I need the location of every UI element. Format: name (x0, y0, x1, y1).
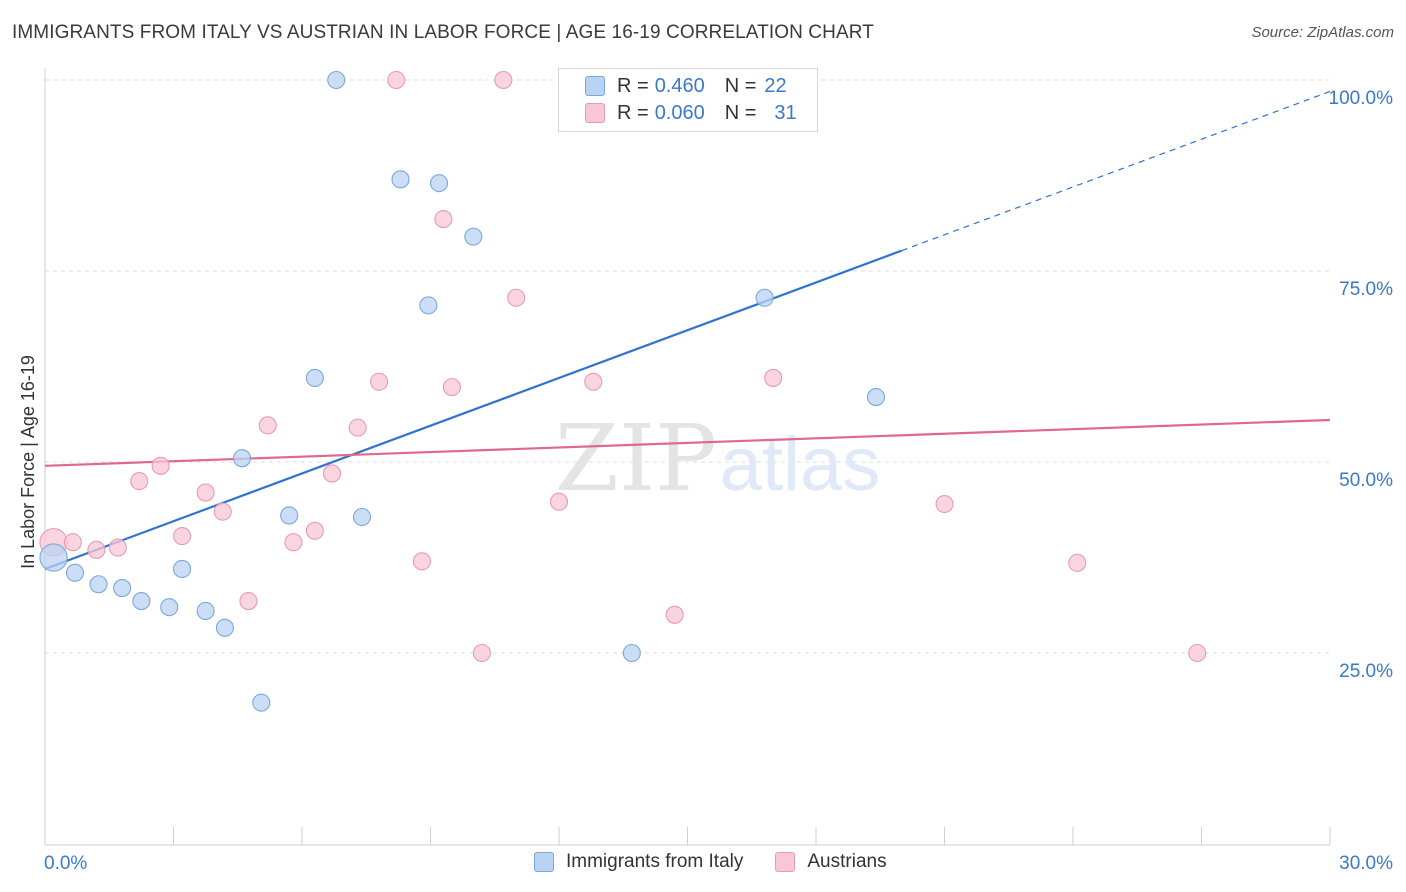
data-point-austrians (213, 502, 232, 521)
data-point-italy (391, 170, 410, 189)
data-point-italy (430, 174, 449, 193)
watermark: ZIP atlas (555, 405, 880, 512)
data-point-italy (113, 579, 132, 598)
legend-r-value: 0.060 (654, 101, 705, 124)
x-tick-label-max: 30.0% (1339, 853, 1393, 874)
series-label-italy: Immigrants from Italy (566, 851, 744, 872)
data-point-austrians (442, 378, 461, 397)
legend-n-label: N = (724, 74, 757, 97)
grid-lines (45, 79, 1330, 654)
data-point-italy (160, 598, 179, 617)
series-swatch-blue (534, 852, 554, 872)
series-label-austrians: Austrians (807, 851, 887, 872)
data-point-austrians (387, 70, 406, 90)
data-point-italy (280, 506, 299, 525)
data-point-austrians (584, 372, 603, 391)
data-point-italy (232, 449, 252, 468)
series-legend: Immigrants from Italy Austrians (534, 851, 919, 873)
legend-row-austrians: R = 0.060 N = 31 (585, 100, 797, 126)
data-point-austrians (173, 527, 192, 546)
trend-line-austrians (44, 418, 1331, 467)
data-point-austrians (108, 538, 127, 557)
y-tick-label: 25.0% (1339, 661, 1393, 682)
data-point-austrians (764, 368, 783, 388)
data-point-austrians (494, 70, 513, 90)
data-point-italy (132, 591, 151, 611)
data-point-austrians (305, 521, 324, 540)
y-axis-title: In Labor Force | Age 16-19 (18, 355, 38, 569)
series-legend-italy[interactable]: Immigrants from Italy (534, 851, 743, 873)
legend-swatch-pink (585, 103, 605, 123)
watermark-zip: ZIP (555, 405, 717, 512)
series-legend-austrians[interactable]: Austrians (775, 851, 887, 873)
data-point-austrians (472, 643, 491, 663)
data-point-austrians (1068, 553, 1087, 572)
data-point-austrians (284, 533, 303, 552)
watermark-atlas: atlas (720, 422, 881, 507)
data-point-austrians (63, 533, 82, 552)
data-point-italy (622, 643, 641, 663)
data-point-austrians (322, 464, 342, 483)
data-point-austrians (1188, 643, 1207, 663)
data-point-italy (352, 507, 372, 527)
data-point-italy (305, 368, 324, 388)
data-point-italy (464, 227, 483, 246)
data-point-italy (215, 618, 234, 637)
legend-n-label: N = (724, 101, 757, 124)
y-tick-label: 75.0% (1339, 279, 1393, 300)
data-point-italy (39, 543, 68, 572)
legend-r-label: R = (617, 74, 649, 97)
legend-row-italy: R = 0.460 N = 22 (585, 73, 787, 99)
legend-r-value: 0.460 (654, 74, 705, 97)
axis-labels: 25.0% 50.0% 75.0% 100.0% 0.0% 30.0% In Labor F… (18, 88, 1393, 874)
data-point-austrians (348, 418, 367, 437)
data-point-austrians (434, 209, 453, 229)
legend-n-value: 31 (774, 101, 797, 124)
data-point-austrians (507, 288, 526, 307)
y-tick-label: 50.0% (1339, 470, 1393, 491)
chart-title: IMMIGRANTS FROM ITALY VS AUSTRIAN IN LAB… (12, 22, 874, 43)
data-point-austrians (370, 372, 389, 391)
data-point-austrians (549, 492, 569, 511)
x-tick-label-min: 0.0% (44, 853, 87, 874)
series-swatch-pink (775, 852, 796, 872)
y-tick-label: 100.0% (1329, 88, 1394, 109)
source-label: Source: ZipAtlas.com (1251, 24, 1394, 41)
data-point-austrians (239, 591, 258, 611)
data-point-austrians (665, 605, 684, 624)
data-point-italy (65, 563, 85, 582)
data-point-italy (755, 288, 774, 307)
legend-swatch-blue (585, 76, 605, 96)
legend-r-label: R = (617, 101, 649, 124)
data-point-italy (866, 388, 886, 407)
data-point-austrians (151, 456, 170, 475)
legend-n-value: 22 (764, 74, 787, 97)
data-point-austrians (130, 472, 149, 491)
data-point-austrians (258, 416, 277, 435)
data-point-italy (327, 70, 346, 90)
data-point-austrians (412, 552, 431, 571)
data-point-italy (196, 601, 215, 621)
data-point-italy (419, 296, 438, 315)
data-points (39, 70, 1207, 712)
trend-line-italy-extension (901, 90, 1331, 252)
data-point-austrians (935, 494, 954, 514)
data-point-italy (173, 559, 192, 579)
data-point-italy (89, 575, 108, 594)
correlation-legend: R = 0.460 N = 22 R = 0.060 N = 31 (558, 68, 818, 132)
axes (44, 68, 1331, 846)
data-point-italy (252, 693, 271, 712)
data-point-austrians (87, 540, 106, 559)
data-point-austrians (196, 483, 215, 502)
